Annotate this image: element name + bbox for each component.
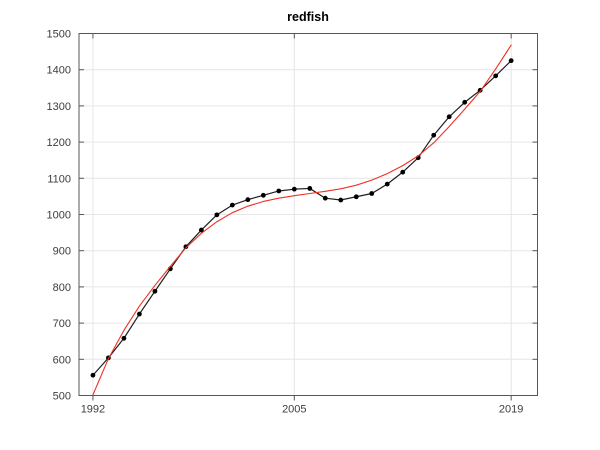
data-point-marker xyxy=(137,311,142,317)
x-tick-label: 2005 xyxy=(282,404,306,416)
data-point-marker xyxy=(384,181,390,187)
x-tick-label: 2019 xyxy=(499,404,523,416)
data-point-marker xyxy=(446,114,452,120)
data-point-marker xyxy=(338,197,344,203)
axis-ticks xyxy=(79,33,538,401)
y-tick-label: 500 xyxy=(53,391,71,403)
data-point-marker xyxy=(369,191,375,196)
data-point-marker xyxy=(431,132,437,138)
y-tick-label: 1100 xyxy=(47,173,71,185)
series-line-smooth-fit xyxy=(92,44,512,396)
data-point-marker xyxy=(152,288,158,294)
data-point-marker xyxy=(307,186,313,191)
data-series xyxy=(90,44,514,396)
series-line-observed-data xyxy=(92,60,512,376)
data-point-marker xyxy=(291,186,297,192)
grid-lines xyxy=(79,33,538,396)
data-point-marker xyxy=(183,244,189,250)
data-point-marker xyxy=(353,194,359,200)
y-tick-label: 1000 xyxy=(47,210,71,222)
data-point-marker xyxy=(229,202,235,208)
data-point-marker xyxy=(400,169,406,175)
data-point-marker xyxy=(260,192,266,198)
data-point-marker xyxy=(322,195,328,201)
chart-title: redfish xyxy=(287,10,329,24)
data-point-marker xyxy=(493,73,499,79)
y-tick-label: 600 xyxy=(53,354,71,366)
y-tick-label: 1500 xyxy=(47,29,71,41)
y-tick-label: 1400 xyxy=(47,65,71,77)
data-point-marker xyxy=(121,335,127,341)
data-point-marker xyxy=(508,58,514,64)
data-point-marker xyxy=(462,99,468,105)
data-point-marker xyxy=(198,227,204,233)
data-point-marker xyxy=(245,197,251,203)
y-tick-label: 700 xyxy=(53,318,71,330)
data-point-marker xyxy=(90,372,96,378)
x-tick-label: 1992 xyxy=(81,404,105,416)
data-point-marker xyxy=(276,188,282,194)
tick-labels: 500 600 700 800 900 1000 1100 1200 1300 1400 1500 1… xyxy=(47,29,524,416)
y-tick-label: 800 xyxy=(53,282,71,294)
y-tick-label: 900 xyxy=(53,246,71,258)
data-point-marker xyxy=(214,212,220,218)
y-tick-label: 1300 xyxy=(47,101,71,113)
y-tick-label: 1200 xyxy=(47,137,71,149)
